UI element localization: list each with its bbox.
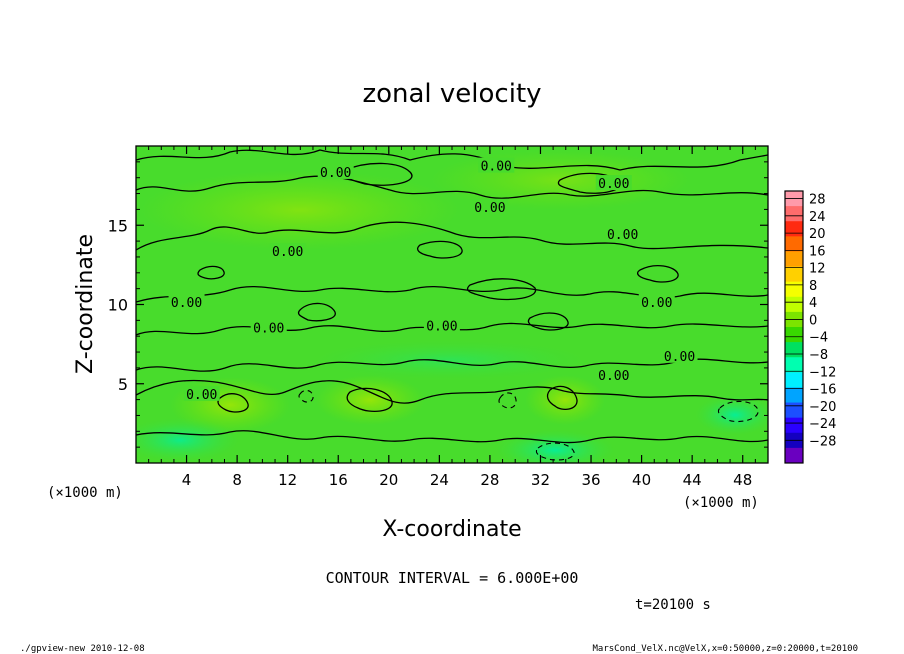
contour-label: 0.00 xyxy=(426,320,457,335)
contour-label-bg xyxy=(250,319,287,335)
x-tick-label: 16 xyxy=(329,471,348,489)
field-warm-patch xyxy=(315,375,425,425)
colorbar: 28 24 20 16 12 8 4 0 −4 −8 −12 −16 −20 −24 −28 xyxy=(784,190,836,464)
colorbar-swatch xyxy=(785,417,803,434)
colorbar-swatch xyxy=(785,357,803,373)
contour-label: 0.00 xyxy=(320,166,351,181)
contour-label-bg xyxy=(638,293,675,309)
x-tick-label: 36 xyxy=(581,471,600,489)
field-warm-patch xyxy=(140,170,460,250)
field-cool-patch xyxy=(695,395,768,435)
colorbar-label: −8 xyxy=(809,348,828,363)
colorbar-swatch xyxy=(785,372,803,388)
colorbar-label: −24 xyxy=(809,417,836,432)
colorbar-swatch xyxy=(785,266,803,283)
x-axis-label: X-coordinate xyxy=(382,517,521,542)
colorbar-swatch xyxy=(785,387,803,404)
contour-interval: CONTOUR INTERVAL = 6.000E+00 xyxy=(326,569,579,587)
x-tick-label: 20 xyxy=(379,471,398,489)
contour-label-bg xyxy=(595,175,632,191)
y-tick-label: 15 xyxy=(108,216,128,235)
contour-label: 0.00 xyxy=(481,160,512,175)
contour-label: 0.00 xyxy=(598,177,629,192)
contour-label-bg xyxy=(168,293,205,309)
x-tick-label: 28 xyxy=(480,471,499,489)
x-tick-label: 44 xyxy=(683,471,702,489)
x-tick-label: 40 xyxy=(632,471,651,489)
contour-label: 0.00 xyxy=(607,228,638,243)
x-unit-left: (×1000 m) xyxy=(47,485,123,501)
contour-label-bg xyxy=(595,366,632,382)
x-tick-label: 12 xyxy=(278,471,297,489)
colorbar-label: 28 xyxy=(809,193,826,208)
colorbar-swatch xyxy=(785,221,803,237)
colorbar-swatch xyxy=(785,296,803,313)
contour-label: 0.00 xyxy=(171,296,202,311)
colorbar-label: 0 xyxy=(809,313,817,328)
field-warm-patch xyxy=(525,375,605,425)
y-axis: 5 10 15 xyxy=(108,161,768,448)
field-cool-patch xyxy=(136,418,240,462)
plot-area: 0.00 0.00 0.00 0.00 0.00 0.00 0.00 0.00 0.00 0.00… xyxy=(136,146,768,463)
colorbar-swatch xyxy=(785,281,803,298)
chart-title: zonal velocity xyxy=(362,79,541,109)
colorbar-swatch xyxy=(785,447,803,464)
colorbar-label: −28 xyxy=(809,434,836,449)
contour-label-bg xyxy=(471,198,508,214)
contour-label: 0.00 xyxy=(272,245,303,260)
colorbar-label: 24 xyxy=(809,210,826,225)
contour-label-bg xyxy=(317,163,354,179)
x-tick-label: 8 xyxy=(232,471,242,489)
contour-label: 0.00 xyxy=(253,321,284,336)
x-tick-label: 32 xyxy=(531,471,550,489)
contour-labels: 0.00 0.00 0.00 0.00 0.00 0.00 0.00 0.00 0.00 0.00… xyxy=(168,157,698,403)
colorbar-label: −16 xyxy=(809,383,836,398)
contour-label-bg xyxy=(423,317,460,333)
contour-label-bg xyxy=(604,225,641,241)
contour-label: 0.00 xyxy=(641,296,672,311)
negative-contours xyxy=(298,389,759,461)
x-tick-label: 4 xyxy=(182,471,192,489)
x-axis: 4 8 12 16 20 24 28 32 36 40 44 48 xyxy=(148,146,756,489)
x-tick-label: 24 xyxy=(430,471,449,489)
contour-label-bg xyxy=(661,347,698,363)
contour-label-bg xyxy=(478,157,515,173)
colorbar-swatch xyxy=(785,236,803,252)
contour-label: 0.00 xyxy=(474,201,505,216)
footer-left: ./gpview-new 2010-12-08 xyxy=(20,644,145,654)
y-tick-label: 10 xyxy=(108,296,128,315)
colorbar-swatch xyxy=(785,342,803,358)
colorbar-label: 16 xyxy=(809,244,826,259)
colorbar-swatch xyxy=(785,402,803,419)
colorbar-label: −12 xyxy=(809,365,836,380)
contour-label-bg xyxy=(183,385,220,401)
y-tick-label: 5 xyxy=(118,375,128,394)
contour-label: 0.00 xyxy=(598,369,629,384)
contour-label: 0.00 xyxy=(186,388,217,403)
colorbar-label: −4 xyxy=(809,331,828,346)
colorbar-label: 8 xyxy=(809,279,817,294)
colorbar-label: −20 xyxy=(809,400,836,415)
colorbar-label: 12 xyxy=(809,262,826,277)
colorbar-label: 20 xyxy=(809,227,826,242)
colorbar-label: 4 xyxy=(809,296,817,311)
x-unit-right: (×1000 m) xyxy=(683,495,759,511)
footer-right: MarsCond_VelX.nc@VelX,x=0:50000,z=0:2000… xyxy=(592,644,858,654)
contour-label: 0.00 xyxy=(664,350,695,365)
time-label: t=20100 s xyxy=(635,597,711,613)
colorbar-swatch xyxy=(785,327,803,343)
colorbar-swatch xyxy=(785,251,803,268)
colorbar-swatch xyxy=(785,206,803,222)
y-axis-label: Z-coordinate xyxy=(73,234,98,374)
x-tick-label: 48 xyxy=(733,471,752,489)
field-cool-patch xyxy=(310,340,590,380)
contour-label-bg xyxy=(269,243,306,259)
field-cool-patch xyxy=(495,430,615,463)
colorbar-frame xyxy=(784,190,804,464)
